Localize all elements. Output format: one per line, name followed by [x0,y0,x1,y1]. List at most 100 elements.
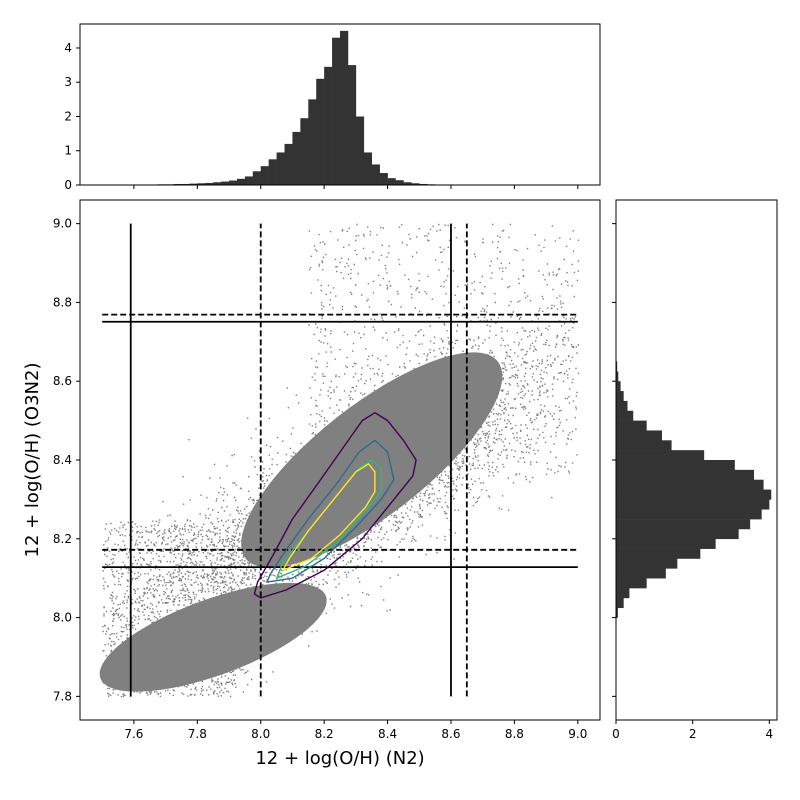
top-histogram-bar [276,152,285,185]
right-histogram-bar [616,607,618,618]
top-histogram-axes: 0 1 2 3 4 [64,41,579,192]
x-tick-label: 9.0 [568,727,587,741]
right-histogram-bar [616,528,739,540]
x-tick-label: 8.2 [315,727,334,741]
top-histogram-bar [260,166,269,185]
top-histogram-bar [300,118,309,185]
top-histogram-bar [395,180,404,185]
right-histogram-bar [616,499,770,510]
contour-level-2 [275,459,382,579]
top-histogram-bar [213,182,222,185]
top-histogram-bar [324,66,333,185]
main-panel: 7.6 7.8 8.0 8.2 8.4 8.6 8.8 9.0 7.8 8.0 8.2 8.4 8.6… [22,199,601,769]
top-y-tick-label: 3 [64,75,72,89]
top-histogram-bar [221,181,230,185]
right-histogram-bar [616,391,624,402]
x-axis-label: 12 + log(O/H) (N2) [255,748,424,769]
y-axis-label: 12 + log(O/H) (O3N2) [22,363,43,558]
right-histogram-bar [616,420,647,431]
top-histogram-bar [308,99,317,185]
top-histogram-bar [387,178,396,185]
top-histogram-bar [205,182,214,185]
top-histogram-bar [379,173,388,185]
y-tick-label: 8.6 [53,374,72,388]
top-histogram-bar [316,78,325,185]
contour-level-3 [282,463,376,571]
top-histogram-bar [332,37,341,185]
right-histogram-bar [616,410,634,421]
top-histogram-bar [197,183,206,185]
right-histogram-bars [616,361,772,618]
top-histogram-bar [181,183,190,185]
right-x-tick-label: 4 [766,727,774,741]
top-histogram-bar [340,30,349,186]
main-x-axis: 7.6 7.8 8.0 8.2 8.4 8.6 8.8 9.0 [124,720,587,741]
top-y-tick-label: 1 [64,144,72,158]
top-histogram-bar [284,143,293,185]
top-histogram-bar [292,131,301,185]
right-x-tick-label: 2 [689,727,697,741]
x-tick-label: 7.6 [124,727,143,741]
y-tick-label: 9.0 [53,217,72,231]
right-histogram-bar [616,568,666,579]
right-histogram-axes: 0 2 4 [612,223,774,741]
right-histogram-bar [616,538,716,549]
contour-level-1 [266,439,395,583]
top-histogram-bar [411,183,420,185]
right-histogram-bar [616,469,754,480]
top-y-tick-label: 0 [64,178,72,192]
reference-lines [102,223,578,697]
y-tick-label: 7.8 [53,689,72,703]
right-histogram-bar [616,381,621,392]
top-histogram-bar [252,171,262,185]
right-histogram-bar [616,440,672,451]
top-histogram-bar [363,152,373,185]
main-y-axis: 7.8 8.0 8.2 8.4 8.6 8.8 9.0 [53,217,80,703]
top-histogram-bar [355,116,365,185]
right-histogram-bar [616,361,618,372]
right-histogram-panel: 0 2 4 [612,199,778,741]
top-histogram-bar [189,183,198,185]
top-histogram-bar [244,176,254,185]
x-tick-label: 8.0 [251,727,270,741]
right-histogram-bar [616,430,662,441]
top-histogram-bar [403,182,412,185]
top-histogram-bar [371,164,380,185]
right-histogram-bar [616,460,735,471]
x-tick-label: 8.6 [441,727,460,741]
y-tick-label: 8.4 [53,453,72,467]
right-histogram-bar [616,371,619,382]
top-histogram-bar [229,180,238,185]
top-y-tick-label: 4 [64,41,72,55]
x-tick-label: 8.8 [505,727,524,741]
top-y-tick-label: 2 [64,109,72,123]
right-histogram-bar [616,400,628,412]
right-histogram-bar [616,578,647,589]
top-histogram-bar [173,183,182,185]
right-histogram-bar [616,450,705,461]
y-tick-label: 8.8 [53,295,72,309]
right-histogram-bar [616,558,678,569]
y-tick-label: 8.2 [53,532,72,546]
right-histogram-bar [616,479,764,490]
top-histogram-bar [419,183,428,185]
top-histogram-bar [347,65,357,185]
contour-level-0 [253,412,417,599]
density-contours [253,412,417,599]
top-histogram-bars [149,30,444,186]
y-tick-label: 8.0 [53,611,72,625]
right-histogram-bar [616,597,624,609]
top-histogram-bar [236,178,246,185]
right-histogram-bar [616,588,630,599]
right-histogram-bar [616,509,762,520]
top-histogram-bar [268,159,277,185]
x-tick-label: 8.4 [378,727,397,741]
x-tick-label: 7.8 [188,727,207,741]
scatter-dense-low [99,582,327,692]
right-x-tick-label: 0 [612,727,620,741]
top-histogram-panel: 0 1 2 3 4 [64,23,601,192]
right-histogram-bar [616,548,701,559]
right-histogram-bar [616,489,772,500]
top-histogram-frame [79,23,601,186]
